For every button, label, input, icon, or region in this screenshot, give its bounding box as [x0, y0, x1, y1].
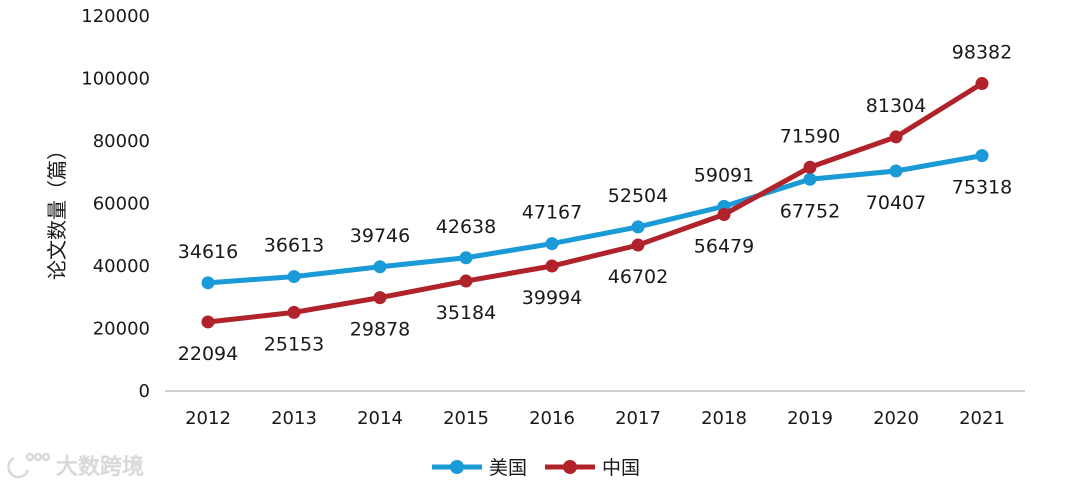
data-labels: 34616 36613 39746 42638 47167 52504 59091 67752… — [178, 42, 1012, 365]
data-label: 52504 — [608, 185, 668, 207]
data-label: 39994 — [522, 287, 582, 309]
legend-label: 中国 — [602, 457, 640, 479]
legend-item: 中国 — [545, 457, 640, 479]
data-label: 70407 — [866, 192, 926, 214]
data-point — [545, 259, 559, 273]
data-point — [201, 276, 215, 290]
data-point — [287, 305, 301, 319]
data-point — [459, 251, 473, 265]
data-point — [975, 77, 989, 91]
x-tick-label: 2013 — [271, 408, 317, 429]
data-label: 75318 — [952, 177, 1012, 199]
data-label: 35184 — [436, 302, 496, 324]
x-tick-label: 2018 — [701, 408, 747, 429]
data-point — [201, 315, 215, 329]
series-line-1 — [205, 81, 985, 325]
data-label: 42638 — [436, 216, 496, 238]
data-label: 71590 — [780, 125, 840, 147]
data-point — [631, 220, 645, 234]
watermark: 大数跨境 — [7, 452, 144, 480]
data-point — [373, 291, 387, 305]
y-tick-label: 60000 — [93, 194, 150, 215]
data-point — [889, 164, 903, 178]
x-tick-label: 2019 — [787, 408, 833, 429]
x-tick-label: 2012 — [185, 408, 231, 429]
y-axis-title: 论文数量（篇） — [45, 140, 69, 280]
data-point — [717, 208, 731, 222]
data-point — [459, 274, 473, 288]
legend: 美国 中国 — [432, 457, 640, 479]
data-label: 47167 — [522, 202, 582, 224]
data-label: 46702 — [608, 266, 668, 288]
series-layer — [201, 77, 989, 329]
y-axis-ticks: 0 20000 40000 60000 80000 100000 120000 — [81, 6, 150, 402]
data-label: 22094 — [178, 343, 238, 365]
y-tick-label: 100000 — [81, 69, 150, 90]
x-tick-label: 2014 — [357, 408, 403, 429]
legend-marker — [450, 460, 464, 474]
legend-item: 美国 — [432, 457, 527, 479]
x-tick-label: 2016 — [529, 408, 575, 429]
data-point — [803, 172, 817, 186]
data-point — [975, 149, 989, 163]
data-point — [287, 270, 301, 284]
data-label: 34616 — [178, 241, 238, 263]
data-label: 39746 — [350, 225, 410, 247]
x-tick-label: 2020 — [873, 408, 919, 429]
data-point — [889, 130, 903, 144]
y-tick-label: 40000 — [93, 256, 150, 277]
y-tick-label: 120000 — [81, 6, 150, 27]
watermark-text: 大数跨境 — [56, 454, 144, 480]
data-label: 81304 — [866, 95, 926, 117]
data-point — [631, 238, 645, 252]
x-tick-label: 2021 — [959, 408, 1005, 429]
data-label: 56479 — [694, 236, 754, 258]
data-point — [545, 237, 559, 251]
data-label: 98382 — [952, 42, 1012, 64]
brand-logo-icon — [7, 452, 51, 479]
x-tick-label: 2015 — [443, 408, 489, 429]
legend-marker — [563, 460, 577, 474]
y-tick-label: 20000 — [93, 319, 150, 340]
data-label: 67752 — [780, 200, 840, 222]
data-label: 29878 — [350, 319, 410, 341]
legend-label: 美国 — [489, 457, 527, 479]
x-tick-label: 2017 — [615, 408, 661, 429]
x-axis-ticks: 2012 2013 2014 2015 2016 2017 2018 2019 2020 2021 — [185, 408, 1005, 429]
series-line-0 — [205, 153, 985, 286]
y-tick-label: 0 — [139, 381, 150, 402]
y-tick-label: 80000 — [93, 131, 150, 152]
data-label: 36613 — [264, 235, 324, 257]
data-point — [373, 260, 387, 274]
data-point — [803, 160, 817, 174]
data-label: 59091 — [694, 164, 754, 186]
data-label: 25153 — [264, 333, 324, 355]
